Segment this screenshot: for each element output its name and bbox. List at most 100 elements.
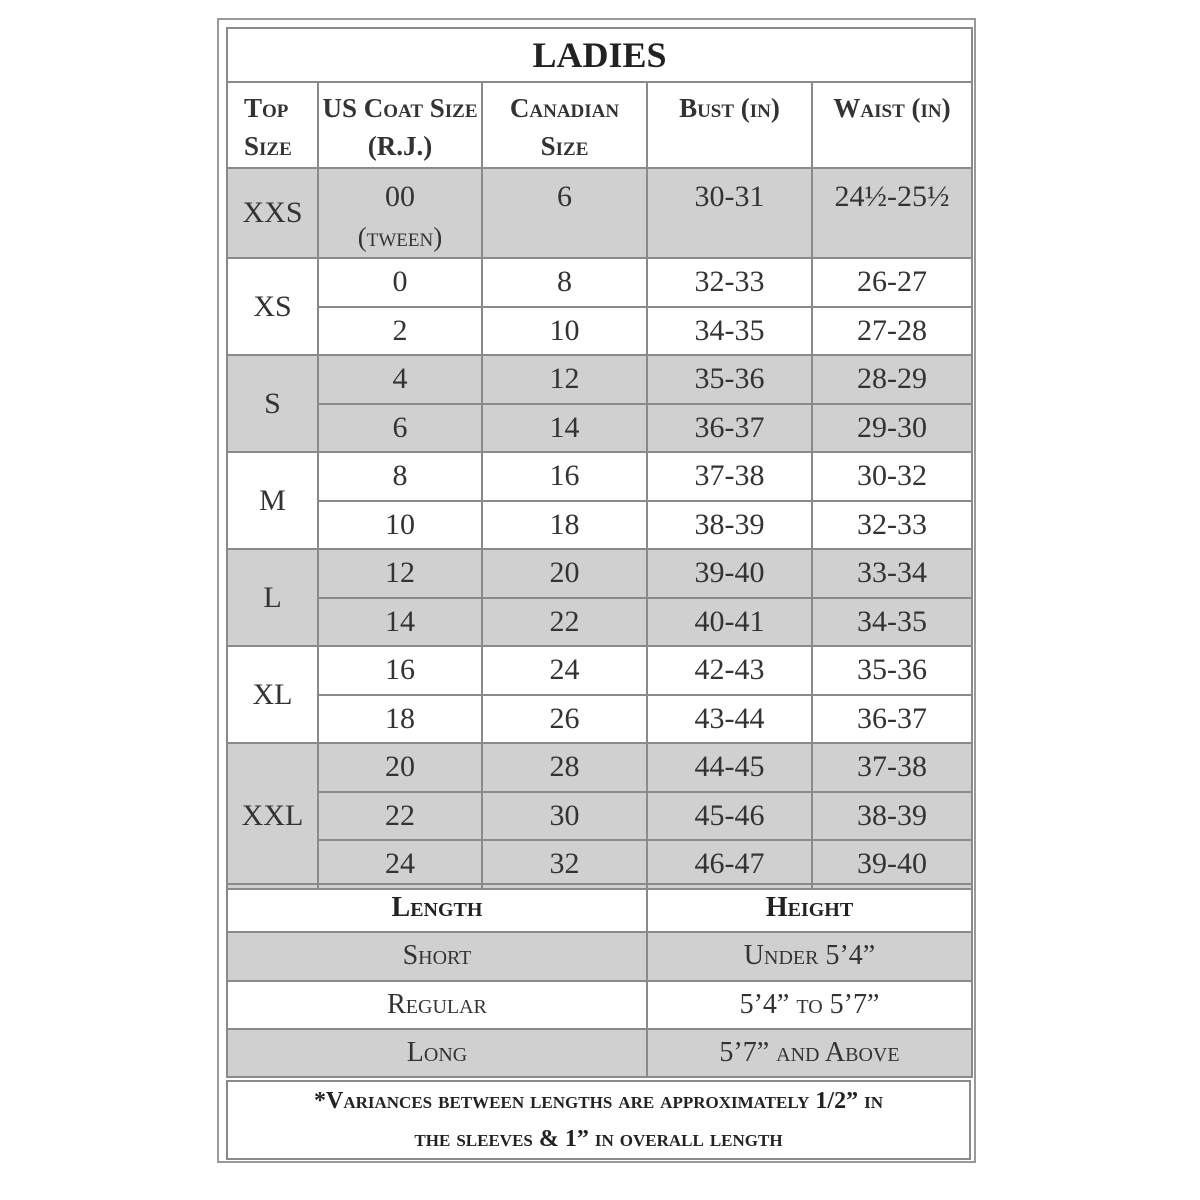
- bust-cell: 42-43: [646, 645, 813, 696]
- table-row: 2 10 34-35 27-28: [227, 305, 974, 356]
- us-coat-size-value: 24: [385, 847, 415, 881]
- canadian-size-cell: 14: [481, 402, 648, 453]
- length-cell: Regular: [226, 979, 648, 1030]
- top-size-cell: L: [226, 548, 319, 647]
- table-row: M 8 16 37-38 30-32: [226, 451, 974, 550]
- table-row: 18 26 43-44 36-37: [227, 693, 974, 744]
- top-size-cell: S: [226, 354, 319, 453]
- waist-cell: 28-29: [810, 354, 974, 405]
- us-coat-size-cell: 10: [317, 499, 483, 550]
- us-coat-size-value: 22: [385, 798, 415, 832]
- us-coat-size-cell: 0: [317, 257, 483, 308]
- table-row: XS 0 8 32-33 26-27: [226, 257, 974, 356]
- table-row: XXL 20 28 44-45 37-38: [226, 742, 974, 890]
- header-us-coat-size: US Coat Size (R.J.): [317, 81, 483, 169]
- bust-cell: 30-31: [646, 167, 813, 259]
- top-size-cell: XXS: [226, 167, 319, 259]
- top-size-cell: XXL: [226, 742, 319, 890]
- us-coat-size-cell: 20: [317, 742, 483, 793]
- canadian-size-cell: 12: [481, 354, 648, 405]
- table-row: 10 18 38-39 32-33: [227, 499, 974, 550]
- waist-cell: 29-30: [810, 402, 974, 453]
- length-header: Length: [226, 882, 648, 934]
- us-coat-size-value: 10: [385, 507, 415, 541]
- waist-cell: 37-38: [810, 742, 974, 793]
- us-coat-size-value: 6: [392, 410, 408, 444]
- footnote-line-1: *Variances between lengths are approxima…: [314, 1088, 883, 1114]
- us-coat-size-cell: 14: [317, 596, 483, 647]
- table-row: 22 30 45-46 38-39: [227, 790, 974, 841]
- length-cell: Short: [226, 931, 648, 982]
- outer-frame: [217, 18, 976, 1163]
- height-cell: 5’4” to 5’7”: [646, 979, 973, 1030]
- canadian-size-cell: 24: [481, 645, 648, 696]
- us-coat-size-value: 12: [385, 556, 415, 590]
- header-row: Top Size US Coat Size (R.J.) Canadian Size…: [226, 81, 974, 169]
- top-size-cell: M: [226, 451, 319, 550]
- waist-cell: 32-33: [810, 499, 974, 550]
- canadian-size-cell: 10: [481, 305, 648, 356]
- us-coat-size-cell: 16: [317, 645, 483, 696]
- waist-cell: 34-35: [810, 596, 974, 647]
- canadian-size-cell: 28: [481, 742, 648, 793]
- header-top-size: Top Size: [226, 81, 319, 169]
- bust-cell: 44-45: [646, 742, 813, 793]
- top-size-cell: XL: [226, 645, 319, 744]
- us-coat-size-value: 20: [385, 750, 415, 784]
- table-row: 24 32 46-47 39-40: [227, 839, 974, 890]
- header-canadian-size: Canadian Size: [481, 81, 648, 169]
- us-coat-size-value: 18: [385, 701, 415, 735]
- us-coat-size-cell: 6: [317, 402, 483, 453]
- us-coat-size-cell: 12: [317, 548, 483, 599]
- header-waist: Waist (in): [810, 81, 974, 169]
- header-bust: Bust (in): [646, 81, 813, 169]
- chart-title: LADIES: [225, 27, 974, 83]
- us-coat-size-value: 14: [385, 604, 415, 638]
- waist-cell: 35-36: [810, 645, 974, 696]
- us-coat-size-value: 2: [392, 313, 408, 347]
- waist-cell: 24½-25½: [810, 167, 974, 259]
- canadian-size-cell: 26: [481, 693, 648, 744]
- canadian-size-cell: 32: [481, 839, 648, 890]
- table-row: XXS 00 (tween) 6 30-31 24½-25½: [226, 167, 974, 259]
- bust-cell: 34-35: [646, 305, 813, 356]
- table-row: 14 22 40-41 34-35: [227, 596, 974, 647]
- canadian-size-cell: 22: [481, 596, 648, 647]
- canadian-size-cell: 30: [481, 790, 648, 841]
- waist-cell: 27-28: [810, 305, 974, 356]
- us-coat-size-note: (tween): [357, 222, 443, 252]
- waist-cell: 33-34: [810, 548, 974, 599]
- height-cell: Under 5’4”: [646, 931, 973, 982]
- footnote-line-2: the sleeves & 1” in overall length: [414, 1126, 783, 1152]
- bust-cell: 37-38: [646, 451, 813, 502]
- bust-cell: 46-47: [646, 839, 813, 890]
- waist-cell: 26-27: [810, 257, 974, 308]
- us-coat-size-cell: 24: [317, 839, 483, 890]
- table-row: S 4 12 35-36 28-29: [226, 354, 974, 453]
- bust-cell: 45-46: [646, 790, 813, 841]
- bust-cell: 36-37: [646, 402, 813, 453]
- bust-cell: 35-36: [646, 354, 813, 405]
- waist-cell: 30-32: [810, 451, 974, 502]
- canadian-size-cell: 16: [481, 451, 648, 502]
- us-coat-size-cell: 4: [317, 354, 483, 405]
- height-cell: 5’7” and Above: [646, 1027, 973, 1079]
- canadian-size-cell: 20: [481, 548, 648, 599]
- table-row: XL 16 24 42-43 35-36: [226, 645, 974, 744]
- length-table: Length Height Short Under 5’4” Regular 5’4”…: [226, 882, 973, 1079]
- us-coat-size-value: 4: [392, 362, 408, 396]
- us-coat-size-cell: 00 (tween): [317, 167, 483, 259]
- us-coat-size-value: 8: [392, 459, 408, 493]
- us-coat-size-cell: 18: [317, 693, 483, 744]
- canadian-size-cell: 18: [481, 499, 648, 550]
- us-coat-size-cell: 22: [317, 790, 483, 841]
- bust-cell: 40-41: [646, 596, 813, 647]
- bust-cell: 32-33: [646, 257, 813, 308]
- us-coat-size-value: 16: [385, 653, 415, 687]
- size-chart-table: LADIES Top Size US Coat Size (R.J.) Canadi…: [225, 27, 974, 890]
- bust-cell: 43-44: [646, 693, 813, 744]
- length-row: Regular 5’4” to 5’7”: [226, 979, 973, 1030]
- table-row: 6 14 36-37 29-30: [227, 402, 974, 453]
- us-coat-size-cell: 8: [317, 451, 483, 502]
- us-coat-size-cell: 2: [317, 305, 483, 356]
